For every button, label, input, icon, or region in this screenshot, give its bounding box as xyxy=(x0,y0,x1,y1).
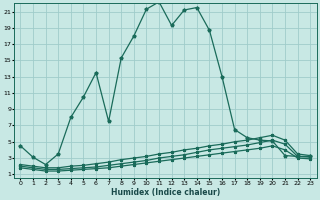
X-axis label: Humidex (Indice chaleur): Humidex (Indice chaleur) xyxy=(111,188,220,197)
